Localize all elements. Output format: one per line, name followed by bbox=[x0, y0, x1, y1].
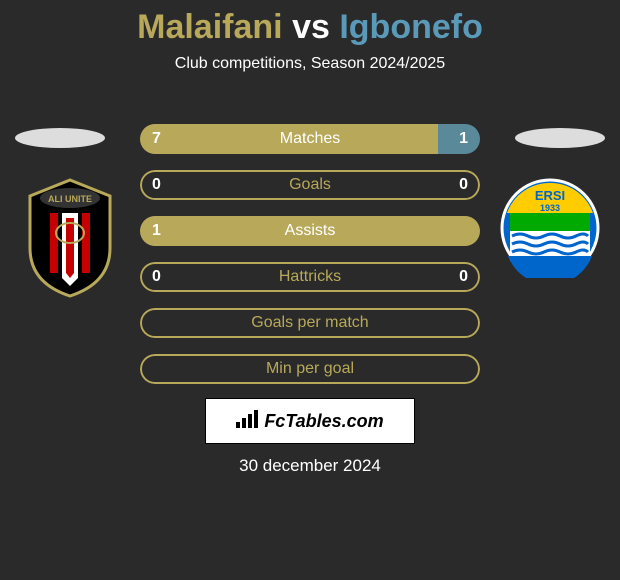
brand-logo: FcTables.com bbox=[205, 398, 415, 444]
shadow-left bbox=[15, 128, 105, 148]
date: 30 december 2024 bbox=[0, 456, 620, 476]
stat-label: Goals bbox=[140, 170, 480, 200]
subtitle: Club competitions, Season 2024/2025 bbox=[0, 55, 620, 73]
svg-text:ALI UNITE: ALI UNITE bbox=[48, 194, 92, 204]
stat-label: Min per goal bbox=[140, 354, 480, 384]
stat-label: Goals per match bbox=[140, 308, 480, 338]
stat-row: 00Hattricks bbox=[140, 262, 480, 292]
comparison-title: Malaifani vs Igbonefo bbox=[0, 0, 620, 47]
player2-name: Igbonefo bbox=[339, 8, 483, 46]
svg-text:1933: 1933 bbox=[540, 203, 560, 213]
stat-row: 00Goals bbox=[140, 170, 480, 200]
brand-text: FcTables.com bbox=[264, 411, 383, 432]
chart-icon bbox=[236, 410, 258, 433]
club-crest-right: ERSI 1933 bbox=[500, 178, 600, 278]
club-crest-left: ALI UNITE bbox=[20, 178, 120, 298]
stat-label: Matches bbox=[140, 124, 480, 154]
stats-container: 71Matches 00Goals 1Assists 00Hattricks Goals… bbox=[140, 124, 480, 400]
stat-row: Min per goal bbox=[140, 354, 480, 384]
stat-row: Goals per match bbox=[140, 308, 480, 338]
stat-row: 71Matches bbox=[140, 124, 480, 154]
stat-label: Assists bbox=[140, 216, 480, 246]
player1-name: Malaifani bbox=[137, 8, 282, 46]
vs-text: vs bbox=[292, 8, 330, 46]
shadow-right bbox=[515, 128, 605, 148]
svg-text:ERSI: ERSI bbox=[535, 188, 565, 203]
stat-label: Hattricks bbox=[140, 262, 480, 292]
stat-row: 1Assists bbox=[140, 216, 480, 246]
